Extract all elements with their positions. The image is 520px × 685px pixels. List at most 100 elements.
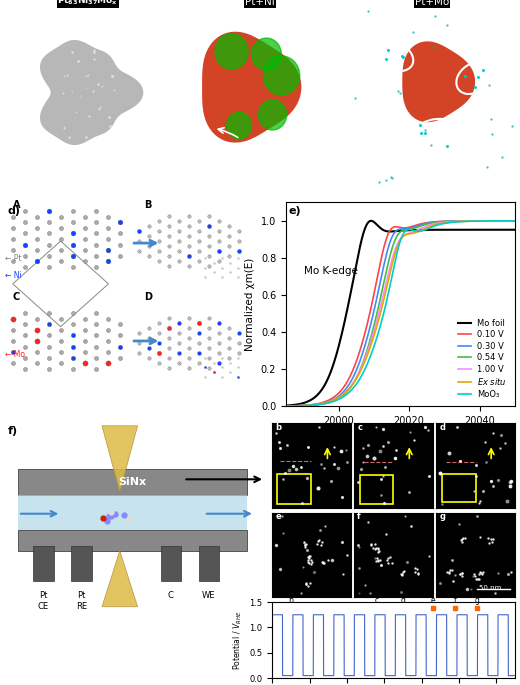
$\it{Ex\ situ}$: [283, 402, 289, 410]
Text: D: D: [144, 292, 152, 302]
Mo foil: [407, 226, 413, 234]
Mo foil: [420, 226, 426, 234]
Mo foil: [471, 225, 477, 234]
0.10 V: [506, 216, 512, 225]
0.10 V: [392, 223, 398, 231]
Text: A: A: [13, 201, 20, 210]
Legend: Mo foil, 0.10 V, 0.30 V, 0.54 V, 1.00 V, $\it{Ex\ situ}$, MoO₃: Mo foil, 0.10 V, 0.30 V, 0.54 V, 1.00 V,…: [455, 315, 511, 402]
Line: 0.30 V: 0.30 V: [286, 221, 515, 406]
Text: Pt
RE: Pt RE: [76, 591, 87, 611]
MoO₃: [471, 217, 477, 225]
Text: d): d): [8, 206, 21, 216]
Text: g: g: [475, 596, 480, 605]
Title: Pt+Ni: Pt+Ni: [245, 0, 275, 7]
Text: a): a): [12, 19, 24, 29]
Text: ← Pt: ← Pt: [5, 254, 22, 264]
Text: Mo: Mo: [411, 160, 426, 169]
1.00 V: [471, 217, 477, 225]
1.00 V: [407, 229, 413, 237]
Text: b: b: [289, 596, 293, 605]
Polygon shape: [102, 426, 138, 492]
Text: Mo K-edge: Mo K-edge: [304, 266, 358, 275]
Polygon shape: [102, 551, 138, 607]
0.30 V: [506, 216, 512, 225]
Mo foil: [368, 216, 374, 225]
1.00 V: [393, 243, 399, 251]
1.00 V: [512, 216, 518, 225]
FancyBboxPatch shape: [18, 495, 247, 530]
$\it{Ex\ situ}$: [506, 216, 512, 225]
Text: d: d: [400, 596, 405, 605]
Text: d: d: [439, 423, 445, 432]
MoO₃: [392, 260, 398, 268]
Text: e: e: [431, 596, 435, 605]
MoO₃: [512, 216, 518, 225]
MoO₃: [407, 225, 413, 234]
Text: f: f: [454, 596, 457, 605]
0.10 V: [471, 216, 477, 225]
Text: f: f: [357, 512, 361, 521]
Text: SiNx: SiNx: [119, 477, 147, 487]
0.54 V: [283, 402, 289, 410]
Text: Ni rich: Ni rich: [243, 160, 273, 169]
Y-axis label: Normalized χm(E): Normalized χm(E): [245, 258, 255, 351]
0.10 V: [407, 223, 413, 232]
FancyBboxPatch shape: [71, 545, 92, 582]
Line: Mo foil: Mo foil: [286, 221, 515, 406]
0.54 V: [392, 237, 398, 245]
Circle shape: [215, 34, 248, 69]
0.54 V: [506, 216, 512, 225]
Text: f): f): [8, 426, 18, 436]
Line: 0.10 V: 0.10 V: [286, 221, 515, 406]
1.00 V: [283, 402, 289, 410]
Mo foil: [392, 227, 398, 236]
$\it{Ex\ situ}$: [407, 229, 413, 238]
Text: g: g: [439, 512, 445, 521]
Text: b): b): [184, 19, 197, 29]
$\it{Ex\ situ}$: [393, 247, 399, 255]
$\it{Ex\ situ}$: [419, 225, 425, 234]
0.30 V: [419, 221, 425, 229]
0.54 V: [419, 221, 425, 229]
FancyBboxPatch shape: [33, 545, 54, 582]
Line: $\it{Ex\ situ}$: $\it{Ex\ situ}$: [286, 221, 515, 406]
1.00 V: [392, 247, 398, 255]
$\it{Ex\ situ}$: [471, 217, 477, 225]
0.54 V: [512, 216, 518, 225]
0.30 V: [283, 402, 289, 410]
Y-axis label: Potential / $V_{RHE}$: Potential / $V_{RHE}$: [231, 610, 244, 670]
MoO₃: [393, 253, 399, 262]
Text: c): c): [356, 19, 368, 29]
Bar: [360, 475, 393, 504]
FancyBboxPatch shape: [199, 545, 219, 582]
0.54 V: [407, 225, 413, 234]
Text: ← Ni: ← Ni: [5, 271, 22, 279]
1.00 V: [419, 224, 425, 232]
Text: C: C: [13, 292, 20, 302]
Text: B: B: [144, 201, 151, 210]
Text: Pt rich: Pt rich: [184, 146, 213, 155]
FancyBboxPatch shape: [18, 530, 247, 551]
Bar: [277, 474, 311, 504]
Bar: [441, 473, 476, 501]
Circle shape: [263, 56, 300, 95]
0.30 V: [393, 227, 399, 235]
Mo foil: [512, 225, 518, 234]
Text: Pt
CE: Pt CE: [38, 591, 49, 611]
MoO₃: [506, 216, 512, 225]
Circle shape: [258, 100, 287, 130]
0.54 V: [471, 216, 477, 225]
Text: c: c: [357, 423, 362, 432]
FancyBboxPatch shape: [161, 545, 181, 582]
1.00 V: [506, 216, 512, 225]
0.30 V: [407, 224, 413, 232]
0.30 V: [392, 229, 398, 237]
Mo foil: [283, 401, 289, 410]
Title: $\bf{Pt_{63}Ni_{37}Mo_x}$: $\bf{Pt_{63}Ni_{37}Mo_x}$: [57, 0, 119, 7]
MoO₃: [419, 227, 425, 235]
FancyBboxPatch shape: [18, 469, 247, 495]
Circle shape: [227, 112, 252, 139]
0.30 V: [471, 216, 477, 225]
Text: WE: WE: [202, 591, 216, 601]
Title: Pt+Mo: Pt+Mo: [415, 0, 449, 7]
